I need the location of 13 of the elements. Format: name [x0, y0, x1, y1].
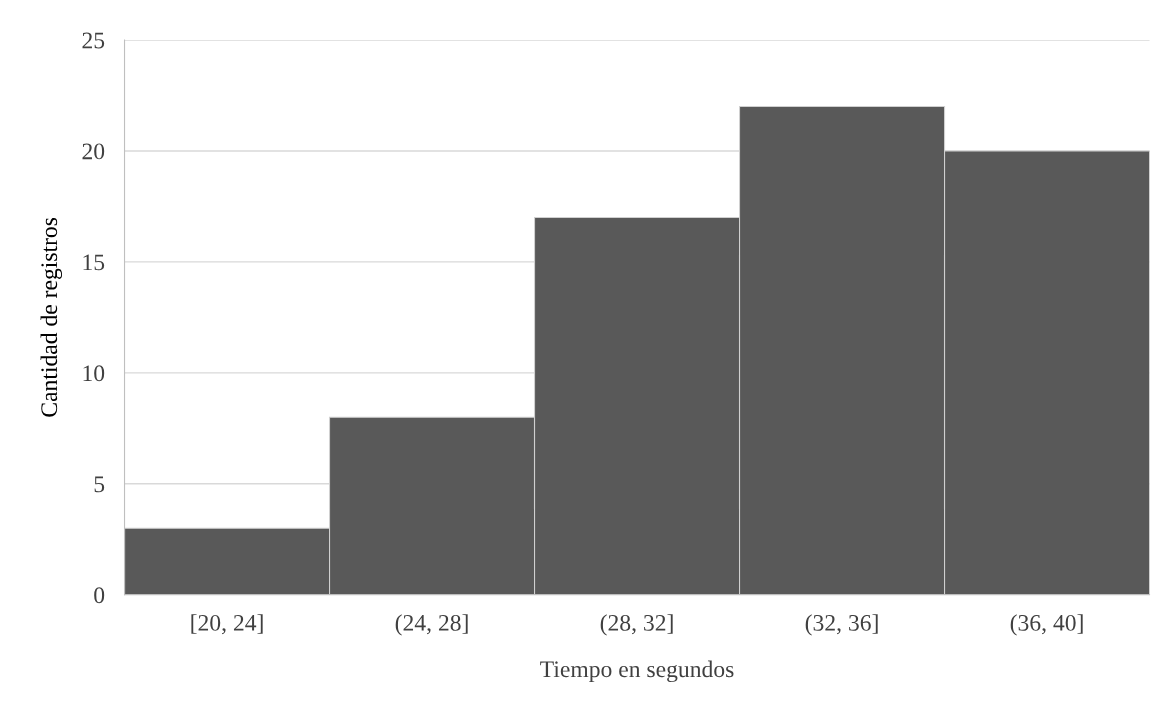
y-tick-label: 0 — [94, 587, 105, 604]
y-axis-title: Cantidad de registros — [40, 217, 63, 417]
x-axis-title: Tiempo en segundos — [540, 660, 734, 683]
x-tick-label: (32, 36] — [805, 614, 878, 636]
y-tick-label: 20 — [82, 143, 105, 160]
y-tick-label: 10 — [83, 365, 105, 382]
x-tick-label: [20, 24] — [191, 614, 263, 635]
y-tick-label: 15 — [83, 254, 105, 271]
x-tick-label: (24, 28] — [395, 614, 468, 636]
x-tick-label: (28, 32] — [600, 614, 673, 636]
y-tick-label: 5 — [94, 476, 105, 493]
x-tick-label: (36, 40] — [1010, 614, 1083, 636]
y-tick-label: 25 — [82, 32, 105, 49]
